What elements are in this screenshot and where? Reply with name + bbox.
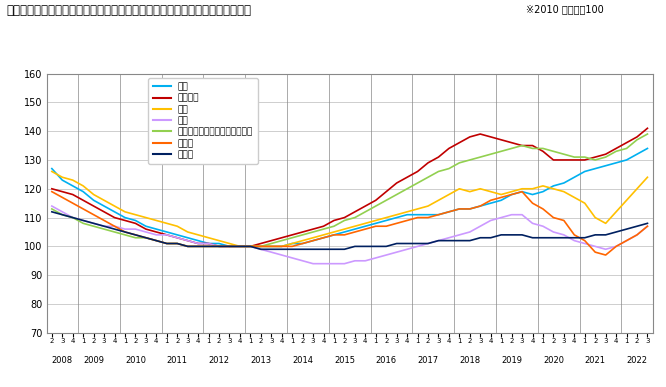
Text: 2013: 2013 [250,356,272,365]
Text: 2017: 2017 [418,356,439,365]
Text: 2014: 2014 [292,356,313,365]
Text: 2008: 2008 [52,356,73,365]
Legend: 店舗, オフィス, 倉庫, 工場, マンション・アパート（一棟）, 商業地, 工業地: 店舗, オフィス, 倉庫, 工場, マンション・アパート（一棟）, 商業地, 工… [148,78,258,164]
Text: 2016: 2016 [376,356,397,365]
Text: 2018: 2018 [460,356,480,365]
Text: 2010: 2010 [125,356,146,365]
Text: 2015: 2015 [334,356,355,365]
Text: 2012: 2012 [208,356,230,365]
Text: ※2010 年平均＝100: ※2010 年平均＝100 [526,4,604,14]
Text: 2011: 2011 [166,356,188,365]
Text: 2022: 2022 [627,356,647,365]
Text: ＜不動産価格指数（商業用不動産）（令和４年第３四半期分・季節調整値）＞: ＜不動産価格指数（商業用不動産）（令和４年第３四半期分・季節調整値）＞ [7,4,252,17]
Text: 2020: 2020 [543,356,564,365]
Text: 2019: 2019 [501,356,522,365]
Text: 2021: 2021 [585,356,606,365]
Text: （2010年平均=100）: （2010年平均=100） [156,151,230,160]
Text: 2009: 2009 [83,356,104,365]
